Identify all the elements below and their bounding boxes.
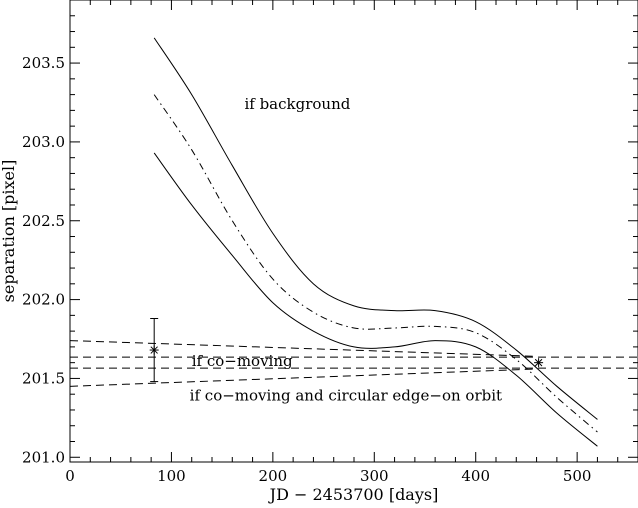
y-axis-label: separation [pixel] xyxy=(0,160,18,303)
x-tick-label: 500 xyxy=(563,467,592,485)
series-line-7 xyxy=(69,368,537,387)
annotations-layer: if background if co−moving if co−moving an… xyxy=(190,95,502,405)
x-tick-label: 200 xyxy=(259,467,288,485)
data-point-2 xyxy=(534,358,544,368)
y-tick-label: 202.0 xyxy=(22,291,65,309)
x-tick-label: 400 xyxy=(461,467,490,485)
data-point-1 xyxy=(149,345,159,355)
annotation-1: if background xyxy=(244,95,350,113)
points-layer xyxy=(149,318,544,383)
series-layer xyxy=(69,37,638,447)
annotation-3: if co−moving and circular edge−on orbit xyxy=(190,387,502,405)
series-line-3 xyxy=(153,152,598,447)
x-tick-label: 0 xyxy=(65,467,75,485)
series-line-1 xyxy=(153,37,598,420)
ticks-layer: 0 100 200 300 400 500 201.0 201.5 202.0 202.5 203.… xyxy=(22,0,638,485)
x-tick-label: 300 xyxy=(360,467,389,485)
y-tick-label: 203.0 xyxy=(22,133,65,151)
y-tick-label: 201.0 xyxy=(22,448,65,466)
x-tick-label: 100 xyxy=(157,467,186,485)
y-tick-label: 202.5 xyxy=(22,212,65,230)
y-tick-label: 203.5 xyxy=(22,54,65,72)
series-line-6 xyxy=(69,340,537,357)
annotation-2: if co−moving xyxy=(192,352,293,370)
x-axis-label: JD − 2453700 [days] xyxy=(268,485,439,504)
y-tick-label: 201.5 xyxy=(22,369,65,387)
